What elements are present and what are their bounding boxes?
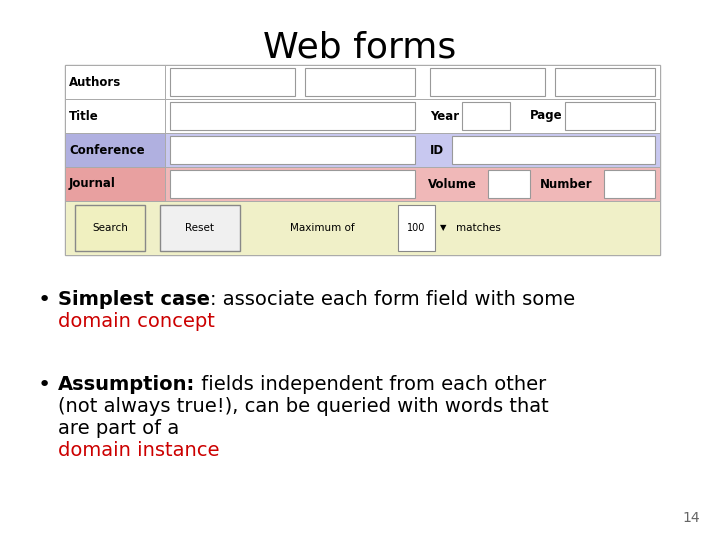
- Bar: [555, 68, 655, 96]
- Text: Conference: Conference: [69, 144, 145, 157]
- Text: matches: matches: [456, 223, 501, 233]
- Bar: [65, 201, 660, 255]
- Bar: [65, 65, 660, 255]
- Bar: [452, 136, 655, 164]
- Text: are part of a: are part of a: [58, 419, 186, 438]
- Text: Journal: Journal: [69, 178, 116, 191]
- Text: Volume: Volume: [428, 178, 477, 191]
- Bar: [65, 167, 165, 201]
- Bar: [65, 133, 660, 167]
- Text: •: •: [38, 375, 51, 395]
- Text: Web forms: Web forms: [264, 30, 456, 64]
- Bar: [604, 170, 655, 198]
- Text: domain concept: domain concept: [58, 312, 215, 331]
- Text: Title: Title: [69, 110, 99, 123]
- Text: Search: Search: [92, 223, 128, 233]
- Bar: [65, 133, 165, 167]
- Text: Authors: Authors: [69, 76, 121, 89]
- Bar: [398, 205, 435, 251]
- Bar: [160, 205, 240, 251]
- Bar: [65, 99, 660, 133]
- Text: Maximum of: Maximum of: [290, 223, 355, 233]
- Bar: [65, 65, 660, 99]
- Bar: [565, 102, 655, 130]
- Text: •: •: [38, 290, 51, 310]
- Text: fields independent from each other: fields independent from each other: [195, 375, 546, 394]
- Bar: [65, 167, 660, 201]
- Bar: [305, 68, 415, 96]
- Bar: [170, 102, 415, 130]
- Bar: [65, 99, 165, 133]
- Text: (not always true!), can be queried with words that: (not always true!), can be queried with …: [58, 397, 549, 416]
- Bar: [462, 102, 510, 130]
- Bar: [170, 136, 415, 164]
- Text: 100: 100: [408, 223, 426, 233]
- Bar: [75, 205, 145, 251]
- Text: domain instance: domain instance: [58, 441, 220, 460]
- Bar: [170, 68, 295, 96]
- Bar: [170, 170, 415, 198]
- Text: Simplest case: Simplest case: [58, 290, 210, 309]
- Text: ▼: ▼: [440, 224, 446, 233]
- Bar: [488, 170, 530, 198]
- Bar: [65, 65, 165, 99]
- Text: 14: 14: [683, 511, 700, 525]
- Text: Number: Number: [540, 178, 593, 191]
- Text: Year: Year: [430, 110, 459, 123]
- Text: Assumption:: Assumption:: [58, 375, 195, 394]
- Text: Reset: Reset: [186, 223, 215, 233]
- Text: Page: Page: [530, 110, 562, 123]
- Text: : associate each form field with some: : associate each form field with some: [210, 290, 575, 309]
- Text: ID: ID: [430, 144, 444, 157]
- Bar: [430, 68, 545, 96]
